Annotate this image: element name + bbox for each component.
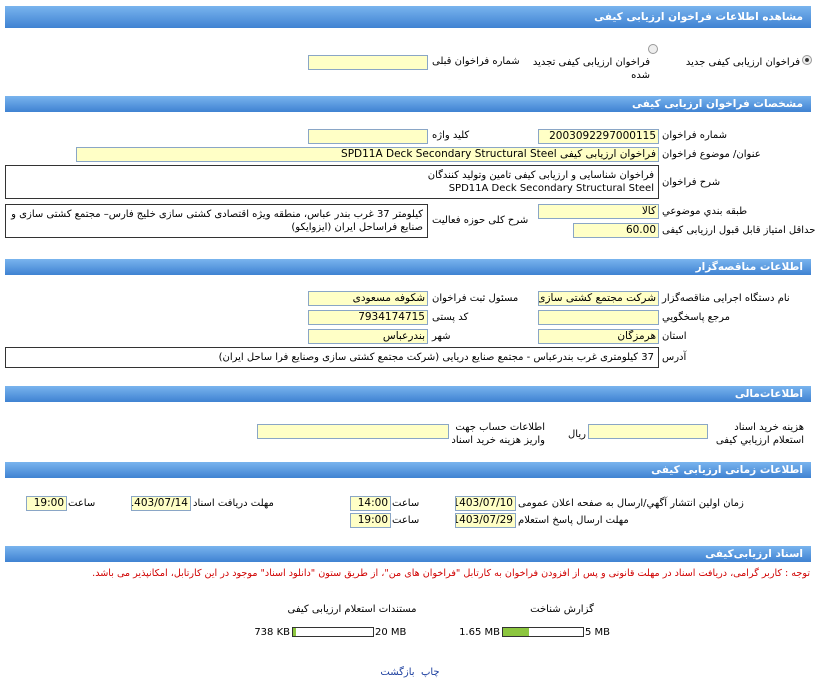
page-title: مشاهده اطلاعات فراخوان ارزیابی کیفی xyxy=(5,6,811,28)
text-box: فراخوان شناسایی و ارزیابی کیفی تامین وتو… xyxy=(5,165,659,199)
input: 2003092297000115 xyxy=(538,129,659,144)
back-link[interactable]: بازگشت xyxy=(380,667,415,678)
text-box: 37 کیلومتری غرب بندرعباس - مجتمع صنایع د… xyxy=(5,347,659,368)
field-label: عنوان/ موضوع فراخوان xyxy=(662,149,761,160)
radio-renewed[interactable] xyxy=(648,44,658,54)
section-title: اطلاعات مناقصه‌گزار xyxy=(5,259,811,275)
field-label: کد پستی xyxy=(432,312,469,323)
file-max: 20 MB xyxy=(375,627,407,638)
footer: چاپ بازگشت xyxy=(330,667,490,678)
section-title: اطلاعات‌مالی xyxy=(5,386,811,402)
progress xyxy=(292,627,374,637)
section-title: اسناد ارزیابی‌کیفی xyxy=(5,546,811,562)
file-max: 5 MB xyxy=(585,627,611,638)
input xyxy=(257,424,449,439)
field-label: شرح فراخوان xyxy=(662,177,721,188)
progress xyxy=(502,627,584,637)
file-name[interactable]: مستندات استعلام ارزیابی کیفی xyxy=(287,604,417,615)
section-title: اطلاعات زمانی ارزیابی کیفی xyxy=(5,462,811,478)
input: 1403/07/29 xyxy=(455,513,516,528)
section-title: مشخصات فراخوان ارزیابی کیفی xyxy=(5,96,811,112)
field-label: طبقه بندي موضوعي xyxy=(662,206,748,217)
input: 1403/07/14 xyxy=(131,496,191,511)
input xyxy=(588,424,708,439)
field-label: شماره فراخوان xyxy=(662,130,727,141)
input: شرکت مجتمع کشتی سازی و صنایع فراساحل ایر… xyxy=(538,291,659,306)
text-line: فراخوان شناسایی و ارزیابی کیفی تامین وتو… xyxy=(427,170,654,181)
input: فراخوان ارزیابی کیفی SPD11A Deck Seconda… xyxy=(76,147,659,162)
radio-new[interactable] xyxy=(802,55,812,65)
field-label: ساعت xyxy=(68,498,96,509)
field-label: اطلاعات حساب جهت واریز هزینه خرید اسناد xyxy=(451,422,545,446)
field-label: شهر xyxy=(432,331,451,342)
print-link[interactable]: چاپ xyxy=(420,667,440,678)
field-label: شماره فراخوان قبلی xyxy=(432,56,520,67)
progress-fill xyxy=(503,628,530,636)
input: هرمزگان xyxy=(538,329,659,344)
field-label: مهلت دریافت اسناد xyxy=(193,498,274,509)
field-label: زمان اولین انتشار آگهي/ارسال به صفحه اعل… xyxy=(518,498,744,509)
input: 19:00 xyxy=(350,513,391,528)
field-label: نام دستگاه اجرایی مناقصه‌گزار xyxy=(662,293,790,304)
input xyxy=(538,310,659,325)
field-label: شرح کلی حوزه فعالیت xyxy=(432,215,529,226)
notice: توجه : کاربر گرامی، دریافت اسناد در مهلت… xyxy=(92,568,810,579)
radio-label: فراخوان ارزیابی کیفی جدید xyxy=(685,57,800,68)
input: 7934174715 xyxy=(308,310,428,325)
progress-fill xyxy=(293,628,296,636)
input: 19:00 xyxy=(26,496,67,511)
field-label: ساعت xyxy=(392,515,420,526)
file-name[interactable]: گزارش شناخت xyxy=(530,604,594,615)
input[interactable] xyxy=(308,55,428,70)
text-box: کیلومتر 37 غرب بندر عباس، منطقه ویژه اقت… xyxy=(5,204,428,238)
input: بندرعباس xyxy=(308,329,428,344)
unit-label: ریال xyxy=(568,429,586,440)
field-label: کلید واژه xyxy=(432,130,470,141)
input: کالا xyxy=(538,204,659,219)
input: 1403/07/10 xyxy=(455,496,516,511)
field-label: ساعت xyxy=(392,498,420,509)
field-label: استان xyxy=(662,331,687,342)
field-label: آدرس xyxy=(662,352,687,363)
input: شکوفه مسعودی xyxy=(308,291,428,306)
file-size: 738 KB xyxy=(254,627,290,638)
input xyxy=(308,129,428,144)
radio-label: فراخوان ارزیابی کیفی تجدید شده xyxy=(532,57,650,81)
field-label: مرجع پاسخگويي xyxy=(662,312,731,323)
field-label: مهلت ارسال پاسخ استعلام xyxy=(518,515,629,526)
field-label: هزینه خرید اسناد استعلام ارزیابي کیفی xyxy=(715,422,804,446)
input: 60.00 xyxy=(573,223,659,238)
file-size: 1.65 MB xyxy=(459,627,500,638)
field-label: مسئول ثبت فراخوان xyxy=(432,293,519,304)
field-label: حداقل امتیاز قابل قبول ارزیابی کیفی xyxy=(662,225,816,236)
text-line: SPD11A Deck Secondary Structural Steel xyxy=(448,183,654,194)
input: 14:00 xyxy=(350,496,391,511)
